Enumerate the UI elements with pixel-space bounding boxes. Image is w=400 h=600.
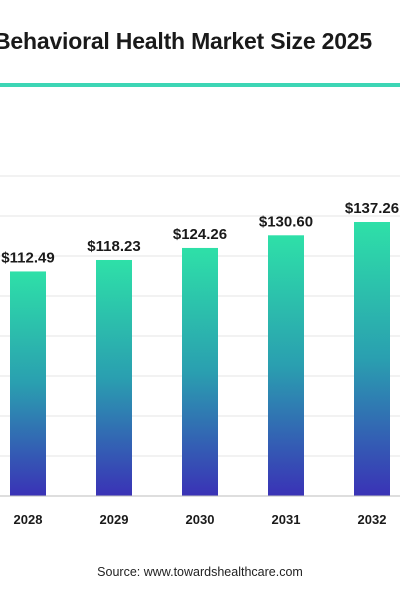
data-label-2029: $118.23 xyxy=(87,238,140,255)
bar-2032 xyxy=(354,222,390,496)
x-tick-2029: 2029 xyxy=(100,512,129,527)
bar-2028 xyxy=(10,271,46,496)
source-note: Source: www.towardshealthcare.com xyxy=(97,565,303,579)
data-label-2031: $130.60 xyxy=(259,213,313,230)
bar-chart: $112.49 $118.23 $124.26 $130.60 $137.26 2028… xyxy=(0,175,400,527)
bar-2030 xyxy=(182,247,218,496)
title-underline xyxy=(0,83,400,87)
bar-2029 xyxy=(96,259,132,496)
x-tick-2032: 2032 xyxy=(358,512,387,527)
x-tick-2030: 2030 xyxy=(186,512,215,527)
data-label-2028: $112.49 xyxy=(1,249,54,266)
x-tick-2028: 2028 xyxy=(14,512,43,527)
bars xyxy=(10,222,390,496)
data-label-2032: $137.26 xyxy=(345,200,399,217)
x-tick-2031: 2031 xyxy=(272,512,301,527)
bar-2031 xyxy=(268,235,304,496)
data-labels: $112.49 $118.23 $124.26 $130.60 $137.26 xyxy=(1,200,399,266)
x-tick-labels: 2028 2029 2030 2031 2032 xyxy=(14,512,387,527)
chart-title: Behavioral Health Market Size 2025 xyxy=(0,28,372,54)
data-label-2030: $124.26 xyxy=(173,226,227,243)
